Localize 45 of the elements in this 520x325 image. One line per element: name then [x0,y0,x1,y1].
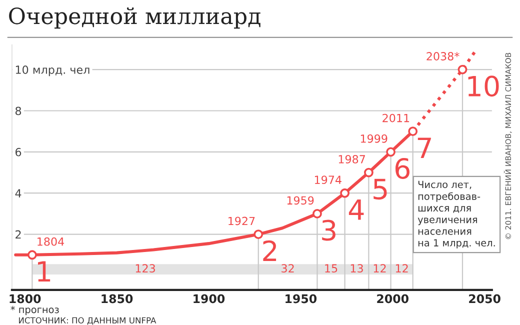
band-label: 13 [350,264,363,273]
point [254,230,264,240]
annotation: 1 [38,261,50,282]
band-label: 32 [282,264,294,273]
text: ИСТОЧНИК: ПО ДАННЫМ UNFPA [19,317,156,325]
y-tick-label: 2 [16,230,21,239]
annotation: 3 [322,220,336,241]
annotation: 1804 [38,237,64,246]
point [458,64,468,74]
x-tick-label: 2000 [377,294,408,304]
annotation: 1974 [314,176,342,184]
point [408,126,418,136]
annotation: 5 [374,178,387,200]
x-tick-label: 1850 [102,294,133,304]
band-label: 12 [374,264,386,272]
annotation: 2011 [382,114,410,122]
annotation: 7 [418,138,431,158]
band-label: 15 [325,264,338,273]
annotation: 1987 [338,155,365,164]
y-tick-label: 8 [15,106,22,116]
annotation: 4 [348,200,364,220]
band-label: 12 [396,264,408,272]
y-tick-label: 6 [16,148,22,156]
annotation: 2038* [426,52,460,60]
annotation: 6 [395,158,410,179]
x-tick-label: 1950 [286,294,317,304]
annotation: 1927 [228,216,255,226]
y-tick-label: 4 [15,189,22,198]
band-label: 123 [136,264,155,273]
point [340,188,350,198]
point [27,250,37,260]
point [312,209,322,218]
point [386,147,396,157]
x-tick-label: 1900 [194,294,225,304]
annotation: 2 [263,240,276,261]
annotation: 1999 [360,134,388,143]
point [364,168,374,178]
y-tick-label: 10 млрд. чел [16,66,90,76]
annotation: 10 [468,76,499,97]
x-tick-label: 1800 [10,294,41,304]
annotation: Число лет, потребовав- шихся для увеличения населения на 1 млрд. чел. [418,180,495,248]
x-tick-label: 2050 [469,294,500,304]
annotation: 1959 [287,196,314,205]
text: * прогноз [10,306,59,316]
chart-title: Очередной миллиард [9,7,260,29]
